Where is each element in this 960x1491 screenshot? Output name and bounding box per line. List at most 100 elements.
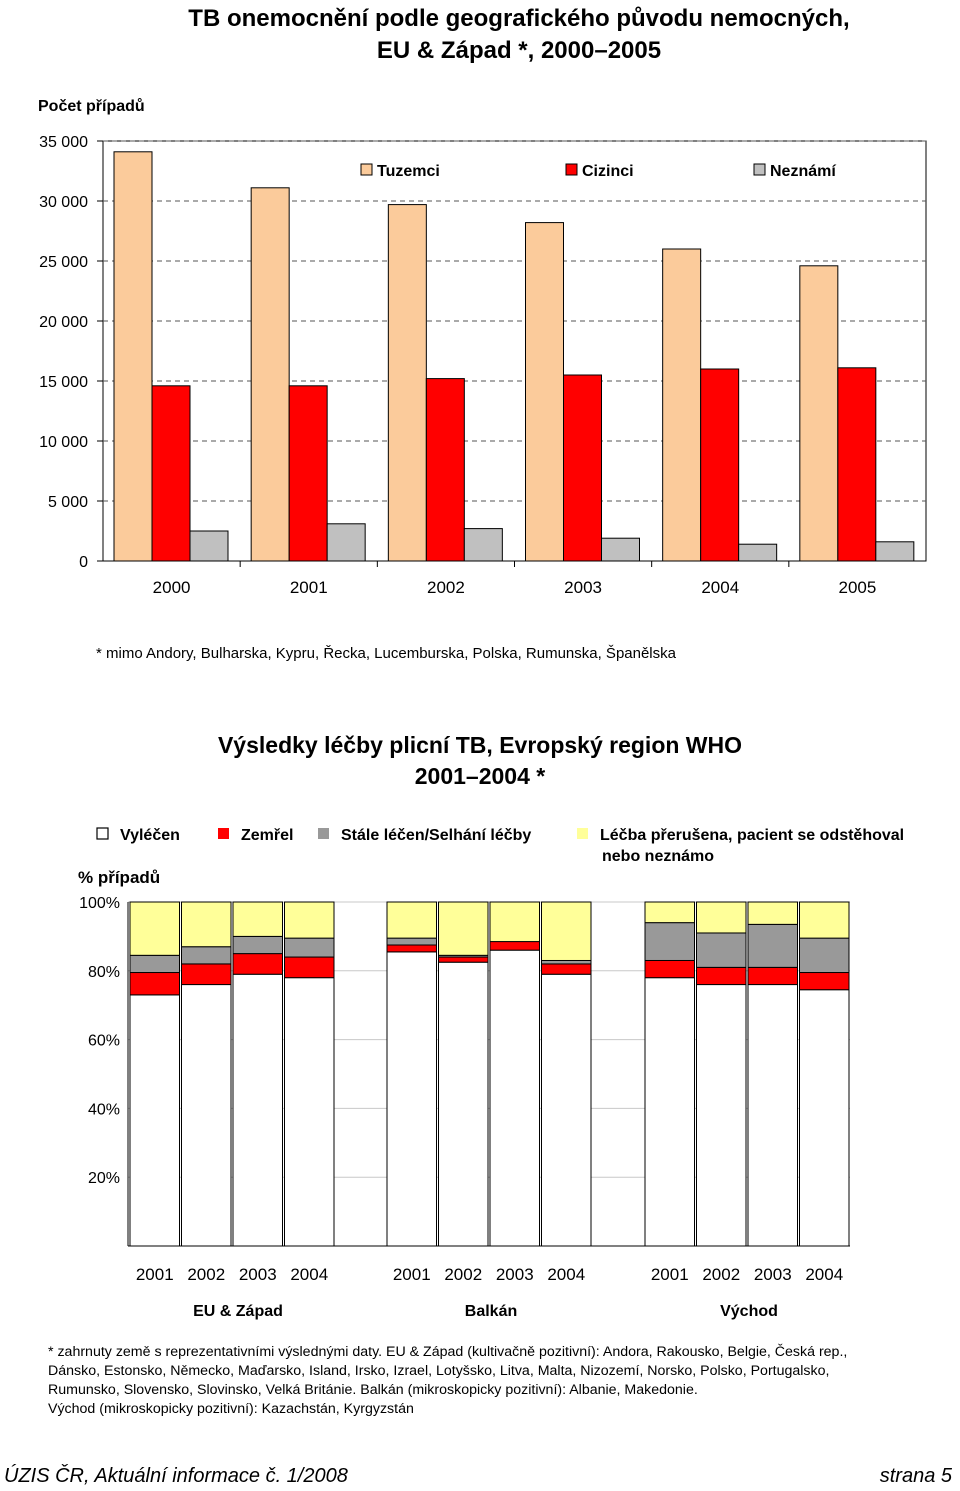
chart2-x-year-label: 2003 [239,1265,277,1284]
chart2-segment-prerusena-0-2002 [181,901,232,948]
chart1-legend-label-Neznámí: Neznámí [770,163,836,180]
chart1-y-tick-label: 35 000 [39,134,88,151]
chart2-group-label: Východ [720,1303,778,1320]
chart-treatment-outcomes: Výsledky léčby plicní TB, Evropský regio… [48,732,904,1417]
chart2-x-year-label: 2002 [702,1265,740,1284]
chart1-bar-Neznámí-2003 [601,537,640,562]
chart1-y-tick-label: 30 000 [39,194,88,211]
chart1-plot-area: 35 000 30 000 25 000 20 000 15 000 10 000 5 00… [39,134,927,597]
chart2-segment-vylecen-2-2004 [799,989,850,1247]
chart1-x-label: 2000 [153,578,191,597]
chart2-segment-prerusena-0-2004 [284,901,335,939]
chart1-ylabel: Počet případů [38,98,145,115]
chart1-bar-Neznámí-2000 [189,530,229,562]
chart2-y-tick-label: 60% [88,1033,120,1050]
chart1-y-tick-label: 25 000 [39,254,88,271]
chart1-bar-Tuzemci-2004 [662,248,702,562]
chart2-legend-swatch [218,828,229,839]
chart2-footnote-line: Dánsko, Estonsko, Německo, Maďarsko, Isl… [48,1363,829,1379]
chart1-bar-Tuzemci-2001 [250,187,290,562]
chart2-segment-zemrel-0-2003 [232,953,283,975]
footer-publication: ÚZIS ČR, Aktuální informace č. 1/2008 [4,1465,348,1487]
chart2-legend-label: Stále léčen/Selhání léčby [341,827,531,844]
chart1-x-label: 2001 [290,578,328,597]
chart2-segment-vylecen-2-2002 [696,984,747,1247]
chart1-bar-Cizinci-2005 [837,367,877,562]
chart1-bar-Cizinci-2004 [700,368,740,562]
chart1-bar-Cizinci-2001 [288,385,328,562]
chart2-legend-swatch [577,828,588,839]
chart2-segment-stale-2-2003 [747,923,798,968]
chart2-segment-zemrel-2-2003 [747,966,798,986]
footer-page-number: strana 5 [879,1465,952,1487]
chart2-x-year-label: 2003 [496,1265,534,1284]
chart2-x-year-label: 2001 [651,1265,689,1284]
chart2-y-tick-label: 40% [88,1101,120,1118]
chart2-segment-stale-0-2002 [181,946,232,965]
chart2-footnote-line: * zahrnuty země s reprezentativními výsl… [48,1343,847,1360]
chart1-y-tick-label: 5 000 [48,494,88,511]
chart2-title-line1: Výsledky léčby plicní TB, Evropský regio… [218,732,742,758]
chart2-segment-prerusena-1-2002 [438,901,489,956]
chart2-footnote-line: Východ (mikroskopicky pozitivní): Kazach… [48,1401,414,1417]
chart2-segment-zemrel-0-2001 [129,972,180,996]
chart1-x-label: 2004 [701,578,739,597]
chart2-segment-vylecen-0-2002 [181,984,232,1247]
chart2-segment-vylecen-1-2002 [438,961,489,1247]
chart2-segment-zemrel-2-2004 [799,972,850,991]
chart1-bar-Neznámí-2005 [875,541,915,562]
page-footer: ÚZIS ČR, Aktuální informace č. 1/2008 st… [0,1465,960,1491]
chart2-segment-prerusena-2-2003 [747,901,798,925]
chart1-bar-Neznámí-2001 [326,523,366,562]
chart2-legend-label: Léčba přerušena, pacient se odstěhoval [600,827,904,844]
chart2-x-year-label: 2004 [805,1265,843,1284]
chart2-segment-zemrel-0-2002 [181,963,232,986]
chart2-segment-prerusena-0-2003 [232,901,283,937]
chart1-bar-Neznámí-2004 [738,543,778,562]
chart2-segment-stale-1-2004 [541,959,592,965]
chart1-legend-label-Cizinci: Cizinci [582,163,634,180]
chart2-footnote: * zahrnuty země s reprezentativními výsl… [48,1343,847,1417]
chart2-segment-vylecen-1-2003 [489,949,540,1247]
chart2-segment-prerusena-1-2004 [541,901,592,961]
chart1-footnote: * mimo Andory, Bulharska, Kypru, Řecka, … [96,645,677,662]
chart1-legend-swatch-Cizinci [565,163,578,176]
chart2-legend-label: Vyléčen [120,827,180,844]
chart2-x-year-label: 2004 [547,1265,585,1284]
chart2-segment-zemrel-0-2004 [284,956,335,979]
chart2-legend-swatch [96,827,109,840]
chart2-segment-prerusena-0-2001 [129,901,180,956]
chart2-legend-swatch [318,828,329,839]
chart2-segment-zemrel-1-2002 [438,956,489,963]
chart2-ylabel: % případů [78,868,160,887]
chart2-legend: Vyléčen Zemřel Stále léčen/Selhání léčby Lé… [96,827,904,865]
chart1-y-tick-label: 20 000 [39,314,88,331]
chart2-x-year-label: 2002 [187,1265,225,1284]
chart2-segment-zemrel-1-2004 [541,963,592,975]
chart1-legend-swatch-Tuzemci [360,163,373,176]
chart1-x-label: 2003 [564,578,602,597]
chart2-segment-stale-1-2001 [386,937,437,946]
chart2-segment-prerusena-2-2002 [696,901,747,934]
chart2-segment-zemrel-1-2001 [386,944,437,953]
chart2-segment-zemrel-2-2001 [644,959,695,979]
chart1-x-label: 2005 [839,578,877,597]
chart2-footnote-line: Rumunsko, Slovensko, Slovinsko, Velká Br… [48,1382,698,1398]
chart2-segment-stale-0-2004 [284,937,335,958]
chart2-segment-stale-0-2001 [129,954,180,974]
chart2-segment-zemrel-1-2003 [489,941,540,951]
chart2-x-year-label: 2001 [393,1265,431,1284]
chart2-segment-vylecen-0-2003 [232,973,283,1247]
chart2-x-year-label: 2003 [754,1265,792,1284]
chart2-title-line2: 2001–2004 * [415,763,546,789]
chart1-bar-Cizinci-2003 [563,374,602,562]
chart2-x-year-label: 2001 [136,1265,174,1284]
chart2-legend-label-line2: nebo neznámo [602,848,714,865]
chart2-segment-prerusena-2-2001 [644,901,695,924]
chart2-segment-vylecen-0-2001 [129,994,180,1247]
chart2-segment-prerusena-2-2004 [799,901,850,939]
chart2-group-label: EU & Západ [193,1303,283,1320]
chart1-bar-Neznámí-2002 [463,528,503,562]
chart1-legend-swatch-Neznámí [753,163,766,176]
chart2-segment-stale-2-2004 [799,937,850,974]
